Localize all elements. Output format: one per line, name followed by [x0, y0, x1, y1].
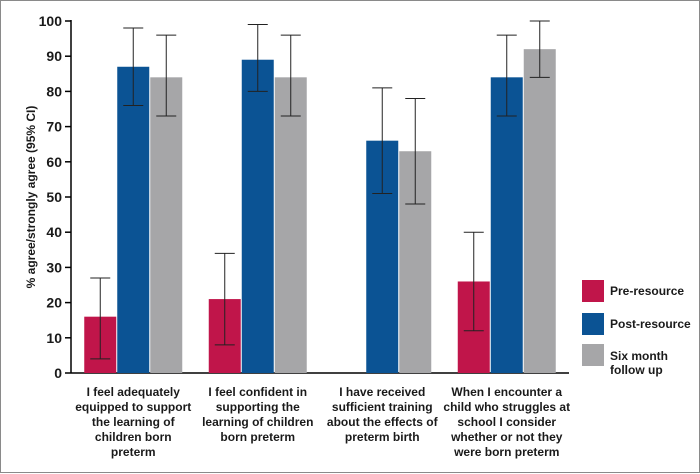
y-tick-label: 20	[46, 295, 62, 311]
y-tick-label: 10	[46, 330, 62, 346]
legend-label: Pre-resource	[610, 284, 684, 298]
legend-label-line: follow up	[610, 363, 663, 377]
category-label: When I encounter a child who struggles at…	[443, 385, 570, 459]
category-label-line: were born preterm	[453, 445, 559, 459]
y-axis-label: % agree/strongly agree (95% CI)	[24, 106, 38, 289]
bar	[490, 77, 523, 373]
legend: Pre-resource Post-resource Six month follow…	[582, 280, 691, 377]
category-label-line: supporting the	[216, 400, 300, 414]
bar	[241, 59, 274, 373]
legend-label-line: Post-resource	[610, 317, 691, 331]
legend-swatch	[582, 344, 604, 366]
y-tick-label: 60	[46, 154, 62, 170]
category-label: I feel adequately equipped to support the …	[75, 385, 191, 459]
legend-label: Post-resource	[610, 317, 691, 331]
legend-label: Six month follow up	[610, 349, 668, 377]
category-label-line: school I consider	[457, 415, 556, 429]
category-label-line: I feel confident in	[208, 385, 307, 399]
category-label: I have received sufficient training about …	[327, 385, 439, 444]
legend-label-line: Pre-resource	[610, 284, 684, 298]
category-label-line: the learning of	[92, 415, 176, 429]
bar	[274, 77, 307, 373]
category-label-line: I have received	[339, 385, 425, 399]
axes: 0 10 20 30 40 50 60 70 80 90 100	[39, 13, 569, 381]
legend-label-line: Six month	[610, 349, 668, 363]
category-label-line: about the effects of	[327, 415, 439, 429]
bar	[150, 77, 183, 373]
category-label-line: born preterm	[220, 430, 295, 444]
error-bars	[90, 20, 550, 360]
y-tick-label: 80	[46, 83, 62, 99]
category-label-line: When I encounter a	[451, 385, 562, 399]
y-tick-label: 50	[46, 189, 62, 205]
bar	[523, 49, 556, 373]
y-tick-label: 40	[46, 224, 62, 240]
y-tick-label: 90	[46, 48, 62, 64]
category-label: I feel confident in supporting the learnin…	[202, 385, 313, 444]
y-tick-label: 30	[46, 259, 62, 275]
category-label-line: children born	[95, 430, 172, 444]
category-label-line: whether or not they	[450, 430, 563, 444]
legend-swatch	[582, 313, 604, 335]
category-label-line: preterm	[111, 445, 156, 459]
category-label-line: I feel adequately	[87, 385, 181, 399]
category-label-line: preterm birth	[345, 430, 420, 444]
category-label-line: learning of children	[202, 415, 313, 429]
y-tick-label: 100	[39, 13, 63, 29]
category-label-line: equipped to support	[75, 400, 191, 414]
y-tick-label: 70	[46, 119, 62, 135]
category-label-line: sufficient training	[332, 400, 433, 414]
category-labels: I feel adequately equipped to support the …	[75, 385, 570, 459]
category-label-line: child who struggles at	[443, 400, 570, 414]
y-tick-label: 0	[54, 365, 62, 381]
bars	[84, 49, 556, 373]
legend-swatch	[582, 280, 604, 302]
bar	[117, 66, 150, 373]
